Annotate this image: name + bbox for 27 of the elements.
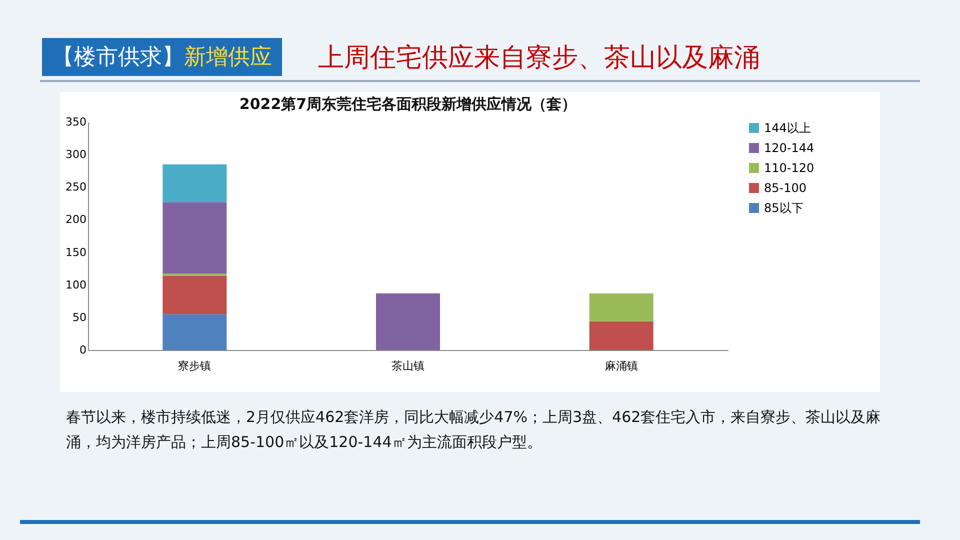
legend-label: 120-144 (764, 141, 814, 155)
text: 春节以来，楼市持续低迷，2月仅供应462套洋房，同比大幅减少47%；上周3盘、462套住宅入市，来自寮步、茶山以及麻涌，均为洋房产品；上周85-100㎡以及120-144㎡为主流面积段户型。 (66, 407, 882, 453)
y-tick-label: 0 (80, 344, 86, 356)
legend-label: 85以下 (764, 201, 804, 215)
x-tick-label: 寮步镇 (178, 360, 212, 372)
bar (589, 293, 654, 322)
legend-label: 144以上 (764, 121, 811, 135)
y-tick-label: 300 (66, 148, 86, 162)
bar (162, 202, 227, 274)
y-tick-label: 150 (66, 246, 86, 259)
text: 上周住宅供应来自寮步、茶山以及麻涌 (318, 42, 760, 75)
y-tick-label: 350 (66, 116, 86, 128)
legend-label: 110-120 (764, 161, 814, 175)
x-tick-label: 麻涌镇 (604, 360, 638, 372)
bar (376, 293, 440, 350)
y-tick-label: 50 (72, 310, 86, 324)
text: 【楼市供求】新增供应 (42, 38, 282, 76)
y-tick-label: 250 (66, 180, 86, 194)
bar (162, 314, 227, 350)
y-tick-label: 200 (66, 213, 86, 226)
legend-label: 85-100 (764, 181, 807, 195)
bar (162, 164, 227, 202)
x-tick-label: 茶山镇 (392, 360, 424, 372)
bar (162, 276, 227, 314)
y-tick-label: 100 (66, 278, 86, 292)
bar (589, 321, 654, 350)
chart-title: 2022第7周东莞住宅各面积段新增供应情况（套） (239, 95, 577, 113)
